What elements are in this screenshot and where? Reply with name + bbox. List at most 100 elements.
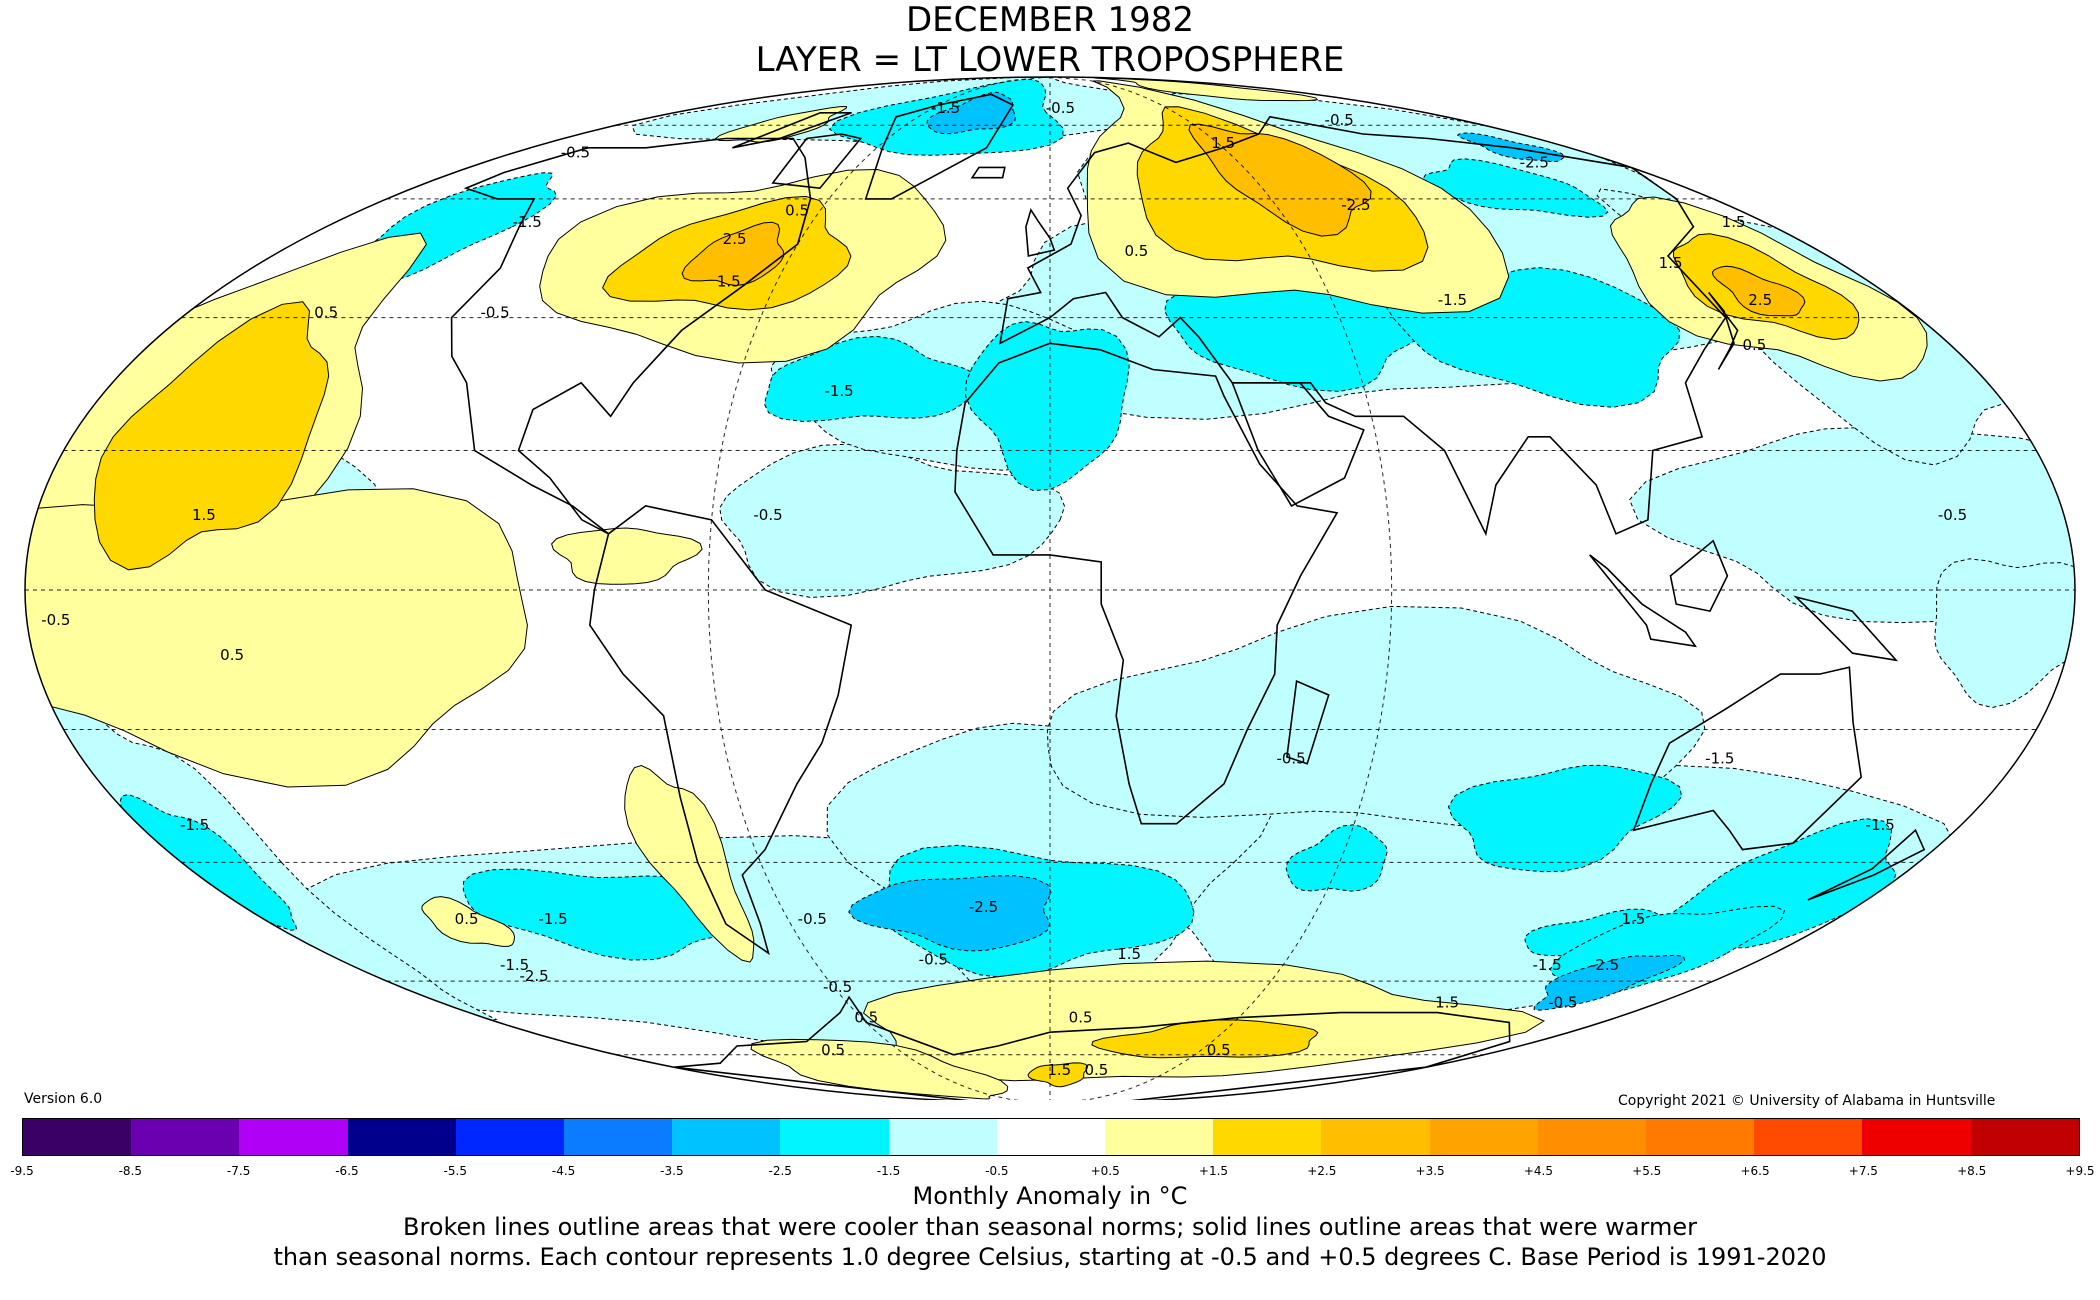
landmass-outline: [1793, 595, 1899, 662]
anomaly-region: [1422, 158, 1609, 218]
color-scale-tick-label: +2.5: [1307, 1164, 1337, 1178]
color-scale-tick-label: +7.5: [1848, 1164, 1878, 1178]
color-scale-segment: [131, 1119, 240, 1155]
contour-label: 0.5: [1069, 1009, 1093, 1027]
contour-label: -0.5: [480, 304, 509, 322]
landmass-outline: [1231, 382, 1365, 507]
contour-label: -1.5: [500, 956, 529, 974]
unit-label: Monthly Anomaly in °C: [912, 1182, 1188, 1210]
anomaly-region: [1027, 1062, 1089, 1088]
contour-label: 1.5: [1211, 134, 1235, 152]
contour-label: -0.5: [41, 611, 70, 629]
color-scale-tick-label: -7.5: [226, 1164, 251, 1178]
contour-label: 0.5: [455, 910, 479, 928]
contour-label: -1.5: [824, 382, 853, 400]
color-scale-segment: [1213, 1119, 1322, 1155]
copyright-label: Copyright 2021 © University of Alabama i…: [1618, 1093, 1996, 1109]
map-title: DECEMBER 1982: [906, 0, 1194, 40]
contour-label: -0.5: [753, 506, 782, 524]
contour-label: -2.5: [969, 898, 998, 916]
contour-label: -1.5: [180, 816, 209, 834]
contour-label: -0.5: [919, 951, 948, 969]
contour-label: 0.5: [821, 1041, 845, 1059]
anomaly-region: [1533, 954, 1686, 1011]
landmass-outline: [1669, 539, 1729, 613]
caption: Broken lines outline areas that were coo…: [0, 1212, 2100, 1272]
anomaly-region: [93, 301, 330, 571]
contour-label: 1.5: [1722, 213, 1746, 231]
landmass-outline: [1632, 666, 1863, 851]
contour-label: -1.5: [1866, 816, 1895, 834]
contour-label: -0.5: [1046, 99, 1075, 117]
anomaly-region: [764, 335, 979, 422]
anomaly-region: [926, 91, 1017, 135]
color-scale-segment: [23, 1119, 132, 1155]
anomaly-region: [1711, 265, 1806, 317]
color-scale-bar: [22, 1118, 2080, 1156]
landmass-outline: [450, 137, 812, 535]
contour-label: 0.5: [1742, 336, 1766, 354]
contour-label: -0.5: [1548, 994, 1577, 1012]
color-scale-tick-label: -1.5: [876, 1164, 901, 1178]
color-scale-segment: [1537, 1119, 1647, 1155]
landmass-outline: [1025, 207, 1056, 257]
color-scale-tick-label: +0.5: [1090, 1164, 1120, 1178]
color-scale-tick-label: +1.5: [1198, 1164, 1229, 1178]
color-scale-segment: [1321, 1119, 1430, 1155]
landmass-outline: [970, 166, 1006, 179]
color-scale-ticks: -9.5 -8.5 -7.5 -6.5 -5.5 -4.5 -3.5 -2.5 -1.5 -0.5…: [10, 1164, 2094, 1182]
contour-label: 0.5: [785, 202, 809, 220]
anomaly-region: [25, 488, 528, 788]
map-outline: [24, 76, 2076, 1100]
color-scale-tick-label: -4.5: [551, 1164, 576, 1178]
contour-label: 1.5: [192, 506, 216, 524]
color-scale-segment: [780, 1119, 889, 1155]
caption-line-1: Broken lines outline areas that were coo…: [403, 1213, 1697, 1241]
contour-label: 1.5: [717, 272, 741, 290]
contour-label: -1.5: [513, 213, 542, 231]
contour-label: -1.5: [931, 99, 960, 117]
contour-label: -2.5: [1590, 956, 1619, 974]
contour-labels: -0.5 -1.5 -0.5 1.5 -2.5 -0.5 -2.5 1.5 0.5 2.5 1.5 -…: [41, 99, 1967, 1079]
landmass-outline: [999, 115, 1727, 537]
contour-label: -2.5: [1341, 196, 1370, 214]
color-scale-segment: [672, 1119, 781, 1155]
color-scale-tick-label: +8.5: [1957, 1164, 1987, 1178]
color-scale-tick-label: -5.5: [443, 1164, 467, 1178]
color-scale-tick-label: -9.5: [10, 1164, 34, 1178]
landmass-outline: [1708, 291, 1739, 370]
anomaly-map: -0.5 -1.5 -0.5 1.5 -2.5 -0.5 -2.5 1.5 0.5 2.5 1.5 -…: [24, 76, 2076, 1100]
color-scale-segment: [1862, 1119, 1971, 1155]
anomaly-region: [965, 320, 1130, 492]
contour-label: -0.5: [561, 144, 590, 162]
anomaly-region: [1934, 558, 2075, 709]
contour-label: 1.5: [1621, 910, 1645, 928]
contour-label: 2.5: [723, 230, 747, 248]
landmass-outline: [1589, 554, 1698, 648]
contour-label: 0.5: [314, 304, 338, 322]
continent-outlines: [450, 93, 1926, 1100]
anomaly-fields: [25, 77, 2075, 1100]
contour-label: -0.5: [1325, 111, 1354, 129]
contour-label: -1.5: [1532, 956, 1561, 974]
color-scale-tick-label: -6.5: [335, 1164, 359, 1178]
contour-label: -2.5: [1520, 153, 1549, 171]
landmass-outline: [588, 505, 853, 956]
anomaly-region: [551, 527, 703, 585]
graticule: [25, 77, 2075, 1100]
contour-label: 0.5: [854, 1009, 878, 1027]
anomaly-region: [750, 1038, 1009, 1100]
anomaly-region: [1447, 764, 1683, 873]
contour-label: 2.5: [1748, 291, 1772, 309]
color-scale-tick-label: +4.5: [1523, 1164, 1553, 1178]
color-scale-tick-label: +5.5: [1632, 1164, 1662, 1178]
landmass-outline: [732, 112, 852, 149]
contour-label: -0.5: [823, 978, 852, 996]
anomaly-region: [848, 875, 1052, 952]
landmass-outline: [864, 93, 1015, 200]
contour-label: 1.5: [1117, 945, 1141, 963]
contour-label: 1.5: [1435, 994, 1459, 1012]
contour-label: -2.5: [519, 967, 548, 985]
color-scale-tick-label: +6.5: [1740, 1164, 1770, 1178]
landmass-outline: [1286, 679, 1330, 765]
